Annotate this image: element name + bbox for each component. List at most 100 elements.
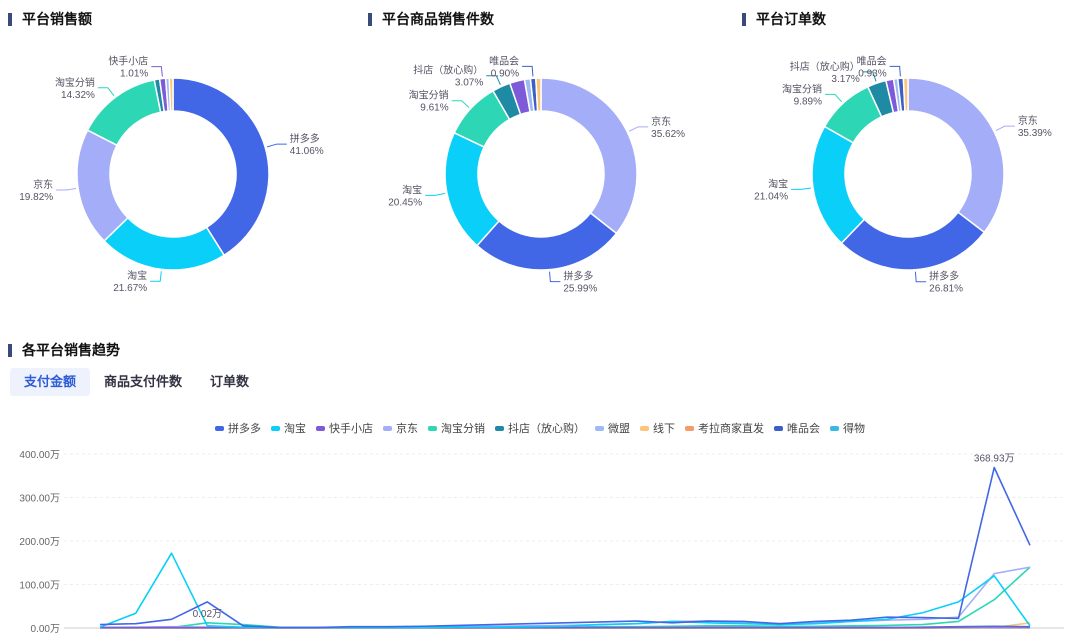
slice-percent-label: 21.04%	[754, 191, 788, 202]
label-leader-line	[914, 271, 927, 283]
label-leader-line	[151, 66, 163, 77]
slice-name-label: 淘宝分销	[782, 82, 822, 95]
donut-slice[interactable]	[444, 131, 501, 247]
slice-name-label: 淘宝分销	[55, 76, 95, 89]
title-marker	[368, 12, 372, 26]
slice-name-label: 抖店（放心购）	[790, 60, 860, 73]
legend-swatch	[830, 425, 839, 431]
legend-item[interactable]: 考拉商家直发	[685, 420, 764, 436]
legend-item[interactable]: 京东	[383, 420, 418, 436]
legend-item[interactable]: 淘宝	[271, 420, 306, 436]
label-leader-line	[628, 126, 649, 132]
title-marker	[8, 343, 12, 357]
legend-swatch	[428, 425, 437, 431]
slice-name-label: 抖店（放心购）	[413, 64, 483, 77]
donut-slice[interactable]	[907, 77, 1005, 234]
legend-swatch	[271, 425, 280, 431]
title-marker	[742, 12, 746, 26]
slice-percent-label: 25.99%	[563, 284, 597, 295]
legend-label: 抖店（放心购）	[508, 423, 585, 435]
tab-payment-amount[interactable]: 支付金额	[10, 368, 91, 396]
donut-slice[interactable]	[103, 216, 226, 271]
slice-percent-label: 9.61%	[420, 103, 448, 114]
legend-item[interactable]: 抖店（放心购）	[495, 420, 585, 436]
donut-slice[interactable]	[902, 77, 909, 112]
legend-item[interactable]: 线下	[640, 420, 675, 436]
legend-label: 淘宝分销	[441, 423, 485, 435]
slice-percent-label: 35.62%	[651, 129, 685, 140]
slice-percent-label: 41.06%	[290, 146, 324, 157]
slice-percent-label: 35.39%	[1018, 128, 1052, 139]
donut-slice[interactable]	[86, 78, 162, 147]
legend-swatch	[215, 425, 224, 431]
slice-percent-label: 20.45%	[388, 197, 422, 208]
y-tick-label: 0.00万	[31, 624, 60, 634]
y-tick-label: 300.00万	[19, 494, 60, 505]
section-title-sales-amount: 平台销售额	[8, 9, 92, 29]
donut-slice[interactable]	[811, 125, 866, 245]
slice-name-label: 淘宝	[127, 269, 147, 282]
legend-swatch	[316, 425, 325, 431]
slice-name-label: 京东	[651, 115, 671, 128]
legend-label: 拼多多	[228, 423, 261, 435]
legend-item[interactable]: 微盟	[595, 420, 630, 436]
section-title-order-count: 平台订单数	[742, 9, 826, 29]
data-annotation-label: 368.93万	[974, 454, 1015, 465]
section-title-trend: 各平台销售趋势	[8, 340, 120, 360]
legend-label: 京东	[396, 423, 418, 435]
label-leader-line	[451, 100, 470, 108]
donut-slice[interactable]	[76, 129, 129, 242]
label-leader-line	[522, 65, 534, 77]
label-leader-line	[889, 65, 901, 77]
legend-item[interactable]: 拼多多	[215, 420, 261, 436]
slice-name-label: 淘宝	[402, 183, 422, 196]
slice-name-label: 快手小店	[108, 55, 148, 68]
slice-name-label: 京东	[1018, 114, 1038, 127]
donut-slice[interactable]	[172, 77, 270, 257]
section-title-text: 平台订单数	[756, 11, 826, 27]
donut-slice[interactable]	[540, 77, 638, 235]
tab-order-count[interactable]: 订单数	[210, 374, 250, 389]
label-leader-line	[267, 143, 287, 148]
legend-label: 考拉商家直发	[698, 423, 764, 435]
legend-swatch	[383, 425, 392, 431]
metric-tabs: 支付金额 商品支付件数 订单数	[10, 368, 263, 396]
label-leader-line	[97, 87, 115, 97]
series-line[interactable]	[99, 466, 1031, 629]
donut-slice[interactable]	[535, 77, 542, 112]
slice-name-label: 拼多多	[563, 270, 593, 283]
slice-percent-label: 19.82%	[19, 192, 53, 203]
series-line[interactable]	[99, 552, 1031, 629]
label-leader-line	[791, 187, 812, 190]
legend-item[interactable]: 唯品会	[774, 420, 820, 436]
donut-charts: 拼多多41.06%淘宝21.67%京东19.82%淘宝分销14.32%快手小店1…	[19, 54, 1052, 295]
section-title-text: 平台销售额	[22, 11, 92, 27]
legend-item[interactable]: 淘宝分销	[428, 420, 485, 436]
section-title-text: 平台商品销售件数	[382, 11, 494, 27]
slice-name-label: 京东	[33, 178, 53, 191]
section-title-item-count: 平台商品销售件数	[368, 9, 494, 29]
tab-item-count[interactable]: 商品支付件数	[104, 374, 183, 389]
slice-percent-label: 0.93%	[858, 68, 886, 79]
slice-name-label: 拼多多	[290, 132, 320, 145]
slice-percent-label: 26.81%	[929, 284, 963, 295]
title-marker	[8, 12, 12, 26]
slice-percent-label: 1.01%	[120, 69, 148, 80]
y-tick-label: 100.00万	[19, 581, 60, 592]
slice-name-label: 唯品会	[857, 54, 887, 67]
legend-label: 得物	[843, 423, 865, 435]
label-leader-line	[486, 75, 501, 86]
legend-label: 快手小店	[329, 423, 373, 435]
legend-item[interactable]: 得物	[830, 420, 865, 436]
data-annotation-label: 0.02万	[193, 609, 222, 620]
legend-label: 唯品会	[787, 423, 820, 435]
donut-slice[interactable]	[168, 77, 174, 112]
legend-label: 线下	[653, 423, 675, 435]
label-leader-line	[425, 192, 446, 196]
slice-name-label: 淘宝分销	[409, 89, 449, 102]
y-tick-label: 200.00万	[19, 537, 60, 548]
label-leader-line	[862, 71, 877, 82]
legend-item[interactable]: 快手小店	[316, 420, 373, 436]
